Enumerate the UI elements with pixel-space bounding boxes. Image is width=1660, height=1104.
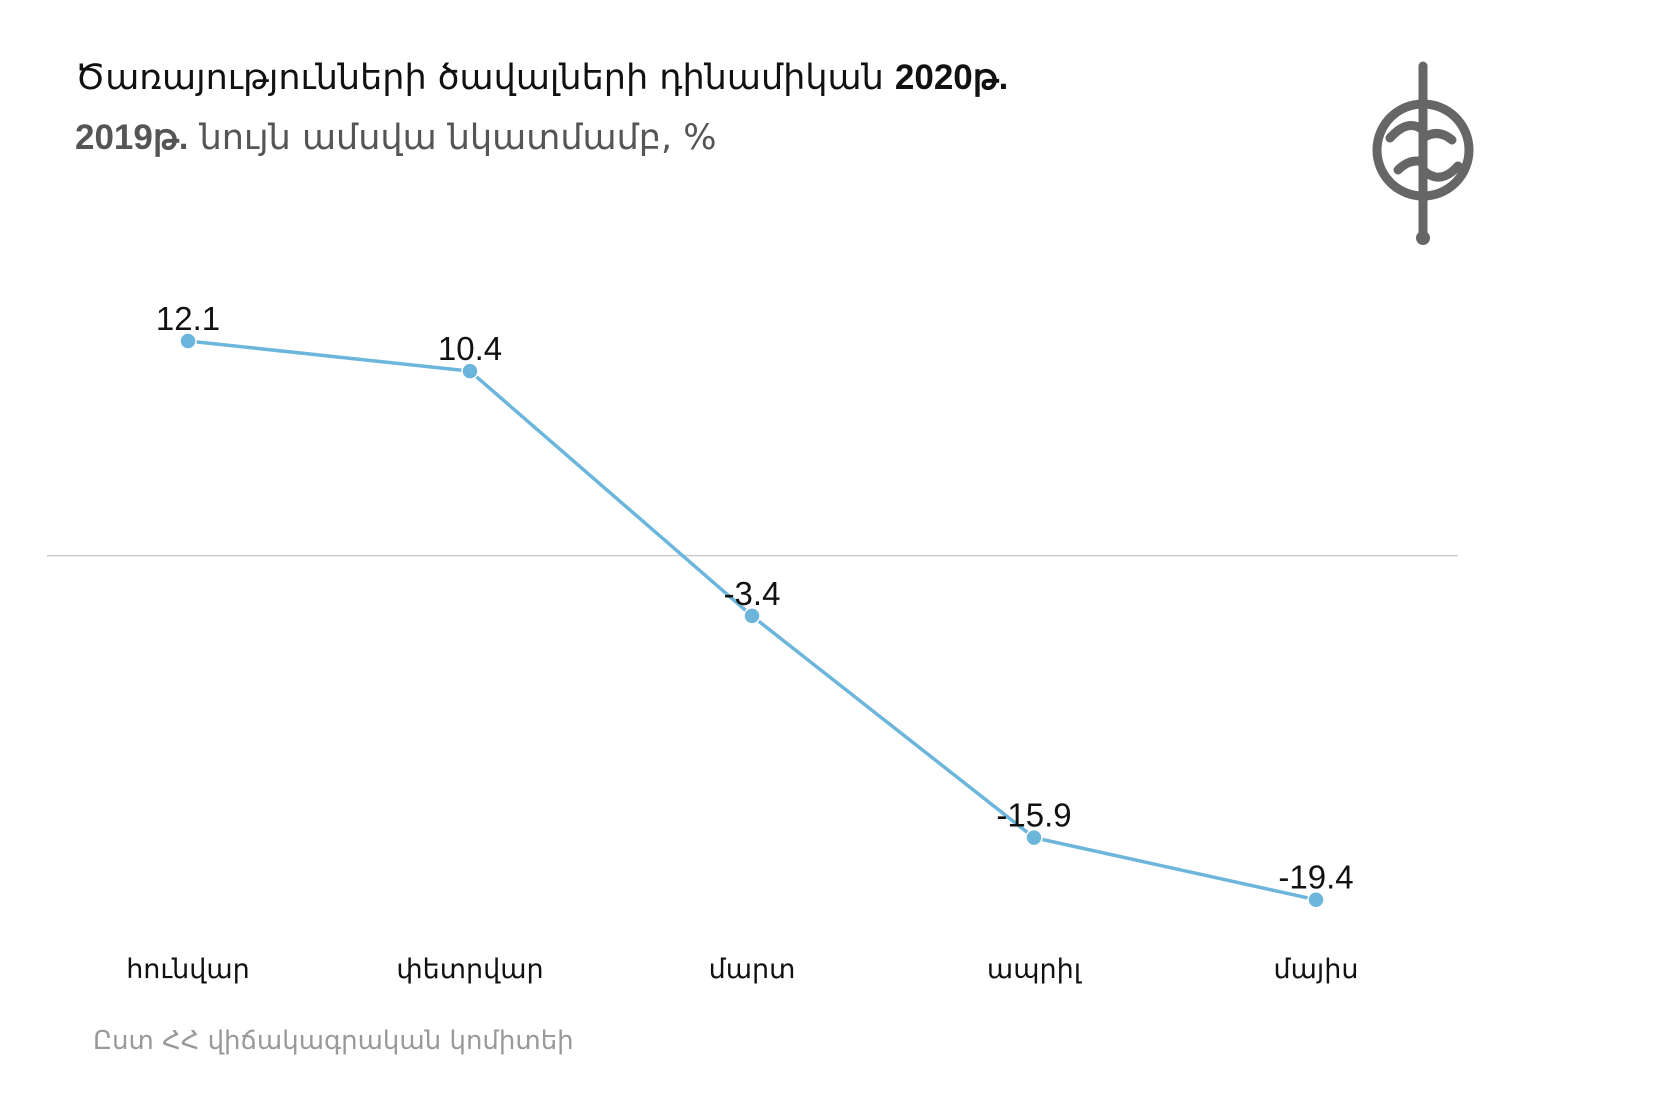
x-tick-label: ապրիլ	[987, 954, 1083, 985]
chart-title-year-2019: 2019թ.	[75, 118, 189, 157]
data-point	[1025, 828, 1043, 847]
globe-logo-icon	[1372, 61, 1474, 245]
x-tick-label: մարտ	[709, 954, 796, 985]
chart-title-year-2020: 2020թ.	[894, 58, 1009, 97]
data-label: 12.1	[156, 300, 220, 337]
chart-title-text-1: Ծառայությունների ծավալների դինամիկան	[75, 58, 895, 98]
x-tick-label: հունվար	[126, 954, 250, 985]
x-tick-label: փետրվար	[396, 954, 543, 985]
data-points	[179, 332, 1325, 909]
chart-title: Ծառայությունների ծավալների դինամիկան 202…	[75, 48, 1008, 168]
x-axis-labels: հունվար փետրվար մարտ ապրիլ մայիս	[126, 954, 1358, 985]
chart-title-text-2: նույն ամսվա նկատմամբ, %	[188, 118, 717, 158]
chart-title-line-2: 2019թ. նույն ամսվա նկատմամբ, %	[75, 108, 1008, 168]
data-labels: 12.1 10.4 -3.4 -15.9 -19.4	[156, 300, 1354, 896]
data-label: -19.4	[1278, 859, 1353, 896]
data-label: 10.4	[438, 330, 502, 367]
data-label: -3.4	[724, 575, 781, 612]
data-point	[743, 607, 761, 625]
x-tick-label: մայիս	[1274, 954, 1359, 985]
chart-title-line-1: Ծառայությունների ծավալների դինամիկան 202…	[75, 48, 1008, 108]
data-point	[461, 362, 479, 380]
source-note: Ըստ ՀՀ վիճակագրական կոմիտեի	[93, 1026, 574, 1056]
data-label: -15.9	[996, 797, 1071, 834]
data-point	[1307, 890, 1325, 909]
data-point	[179, 332, 197, 350]
